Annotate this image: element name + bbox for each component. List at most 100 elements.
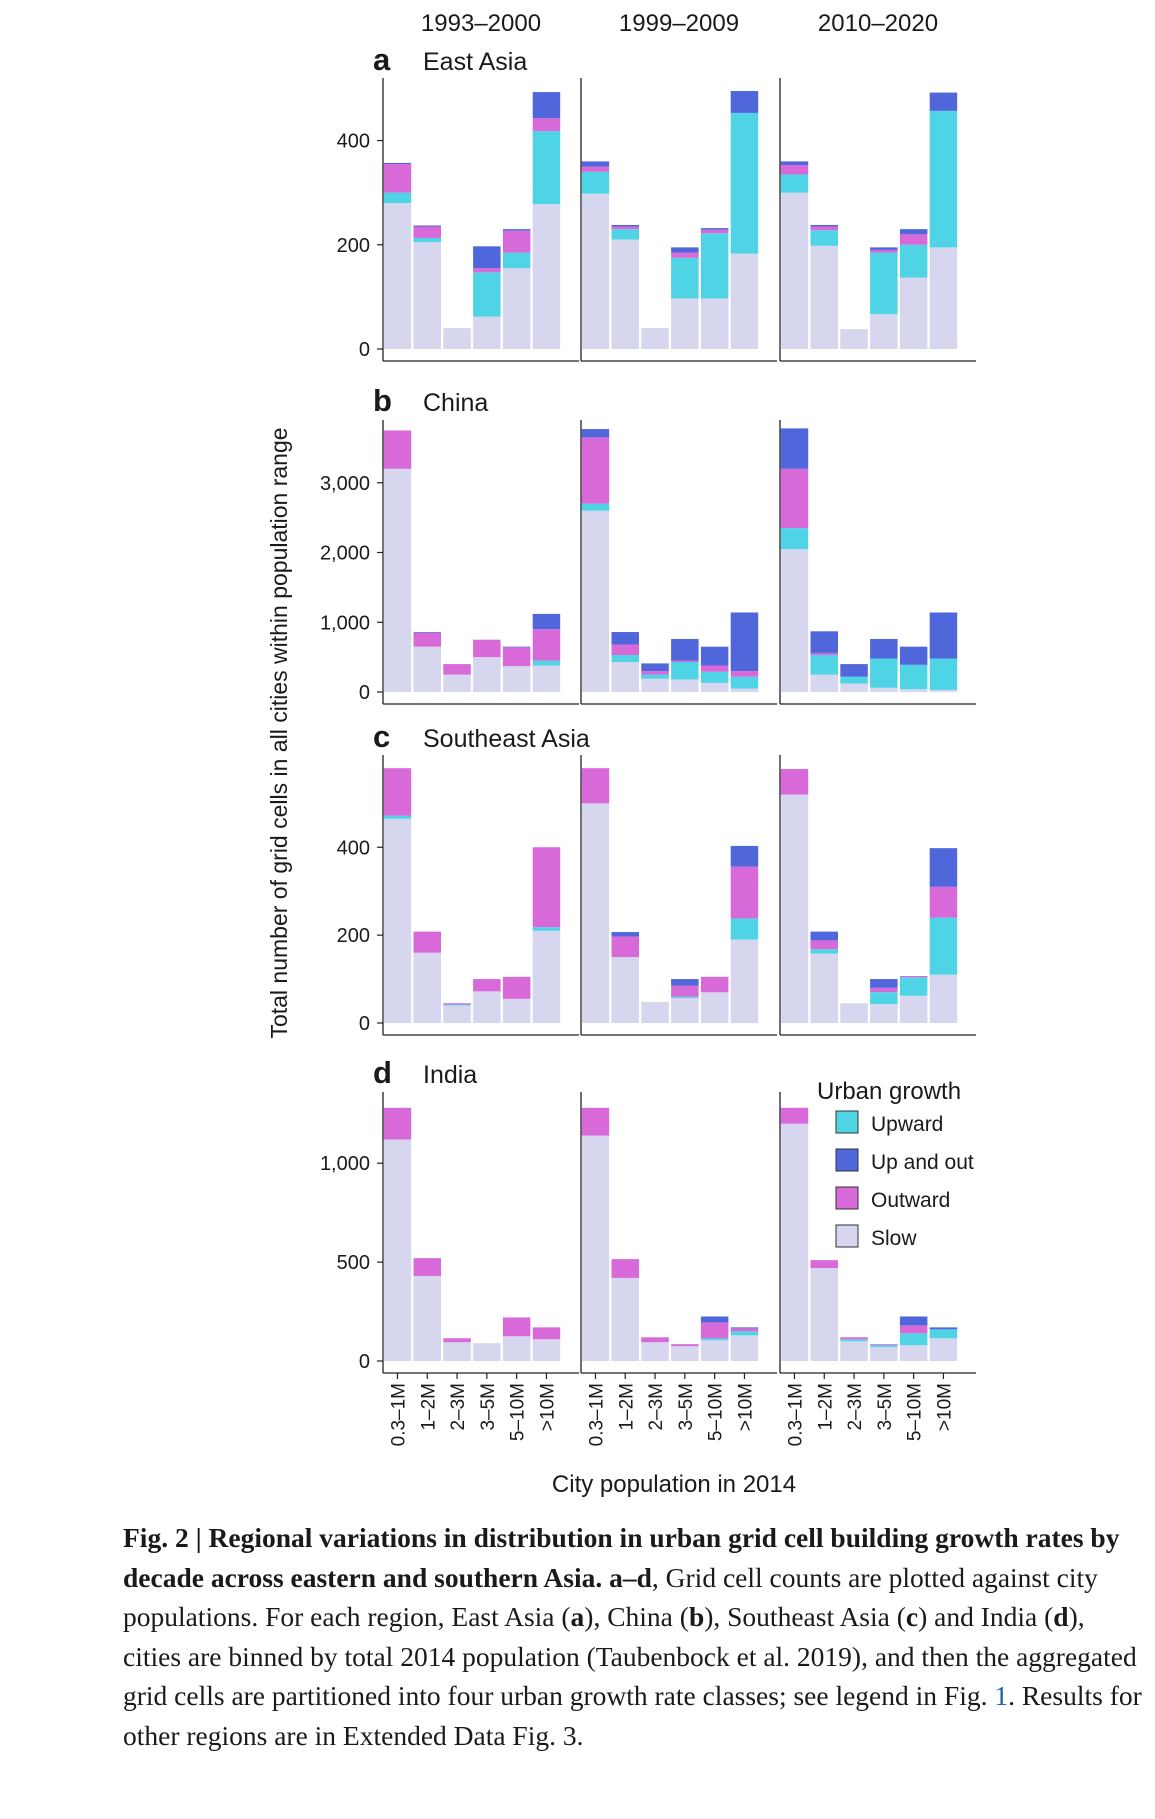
- bar-outward: [730, 866, 759, 919]
- bar-slow: [581, 510, 610, 692]
- x-axis-label: City population in 2014: [552, 1471, 796, 1498]
- y-tick-label: 0: [359, 1351, 370, 1373]
- bar-upward: [641, 674, 669, 679]
- bar-upward: [383, 815, 412, 819]
- bar-upward: [700, 671, 729, 683]
- bar-slow: [870, 687, 898, 692]
- bar-slow: [929, 1338, 958, 1361]
- bar-upward: [840, 1339, 868, 1342]
- y-tick-label: 0: [359, 682, 370, 704]
- panel-region-title: East Asia: [423, 48, 527, 76]
- bar-slow: [780, 549, 809, 692]
- x-tick-label: 0.3–1M: [785, 1383, 806, 1446]
- bar-slow: [780, 794, 809, 1023]
- bar-slow: [532, 1339, 561, 1361]
- x-tick-label: 2–3M: [448, 1383, 469, 1431]
- bar-outward: [671, 1344, 699, 1347]
- bar-upout: [929, 92, 958, 111]
- bar-slow: [671, 298, 699, 349]
- bar-upward: [671, 257, 699, 299]
- bar-outward: [611, 644, 639, 656]
- x-tick-label: 0.3–1M: [586, 1383, 607, 1446]
- caption-ref-c: c: [905, 1601, 919, 1632]
- x-tick-label: 1–2M: [418, 1383, 439, 1431]
- bar-upward: [840, 676, 868, 684]
- bar-upward: [780, 174, 809, 193]
- bar-slow: [473, 657, 501, 692]
- column-header-3: 2010–2020: [818, 10, 938, 37]
- bar-slow: [810, 1268, 838, 1361]
- bar-slow: [899, 277, 928, 349]
- bar-upward: [780, 528, 809, 550]
- bar-slow: [611, 662, 639, 692]
- bar-upout: [730, 1327, 759, 1329]
- x-tick-label: 5–10M: [905, 1383, 926, 1441]
- bar-outward: [671, 660, 699, 663]
- bar-outward: [581, 1107, 610, 1136]
- y-tick-label: 0: [359, 1013, 370, 1035]
- x-tick-label: 3–5M: [478, 1383, 499, 1431]
- bar-upout: [641, 663, 669, 672]
- bar-upout: [700, 1316, 729, 1323]
- legend-label-outward: Outward: [871, 1189, 950, 1212]
- x-tick-label: 2–3M: [646, 1383, 667, 1431]
- bar-upout: [532, 613, 561, 630]
- bar-slow: [532, 665, 561, 692]
- panel-letter: a: [373, 42, 391, 77]
- bar-slow: [730, 939, 759, 1023]
- panels-layer: 1993–2000 1999–2009 2010–2020 a East Asia 0 20…: [320, 10, 976, 1446]
- bar-slow: [671, 1346, 699, 1361]
- bar-outward: [870, 1344, 898, 1346]
- panel-letter: b: [373, 383, 392, 418]
- bar-upward: [899, 664, 928, 690]
- y-tick-label: 0: [359, 339, 370, 361]
- bar-slow: [929, 974, 958, 1023]
- bar-slow: [730, 688, 759, 692]
- bar-upward: [730, 1331, 759, 1336]
- bar-outward: [443, 1003, 471, 1005]
- bar-slow: [780, 1123, 809, 1361]
- bar-upward: [581, 503, 610, 511]
- bar-slow: [899, 1345, 928, 1361]
- bar-upward: [383, 192, 412, 204]
- bar-upout: [611, 632, 639, 645]
- panel-region-title: India: [423, 1061, 477, 1089]
- bar-upout: [700, 646, 729, 666]
- bar-outward: [700, 665, 729, 672]
- bar-outward: [611, 226, 639, 230]
- panel-region-title: Southeast Asia: [423, 725, 590, 753]
- bar-upward: [810, 949, 838, 954]
- bar-outward: [581, 166, 610, 172]
- bar-slow: [929, 247, 958, 349]
- bar-outward: [502, 976, 531, 999]
- bar-upout: [581, 429, 610, 438]
- bar-outward: [611, 1259, 639, 1278]
- bar-outward: [473, 979, 501, 992]
- bar-slow: [700, 682, 729, 692]
- bar-outward: [641, 671, 669, 675]
- x-tick-label: 1–2M: [616, 1383, 637, 1431]
- bar-upout: [502, 646, 531, 648]
- bar-slow: [671, 679, 699, 692]
- bar-outward: [383, 1107, 412, 1140]
- bar-outward: [870, 249, 898, 253]
- bar-slow: [899, 995, 928, 1023]
- bar-outward: [929, 886, 958, 918]
- bar-slow: [473, 316, 501, 349]
- bar-upout: [700, 228, 729, 230]
- bar-upward: [870, 658, 898, 688]
- x-tick-label: 3–5M: [875, 1383, 896, 1431]
- bar-outward: [730, 1328, 759, 1332]
- bar-slow: [383, 203, 412, 349]
- bar-upward: [700, 233, 729, 299]
- bar-slow: [730, 1335, 759, 1361]
- y-tick-label: 1,000: [320, 612, 370, 634]
- x-tick-label: 0.3–1M: [388, 1383, 409, 1446]
- bar-upward: [929, 917, 958, 975]
- bar-upward: [730, 918, 759, 940]
- bar-slow: [840, 1003, 868, 1023]
- bar-upout: [929, 848, 958, 887]
- bar-slow: [700, 1340, 729, 1361]
- caption-fig-link[interactable]: 1: [994, 1680, 1009, 1711]
- bar-outward: [700, 976, 729, 993]
